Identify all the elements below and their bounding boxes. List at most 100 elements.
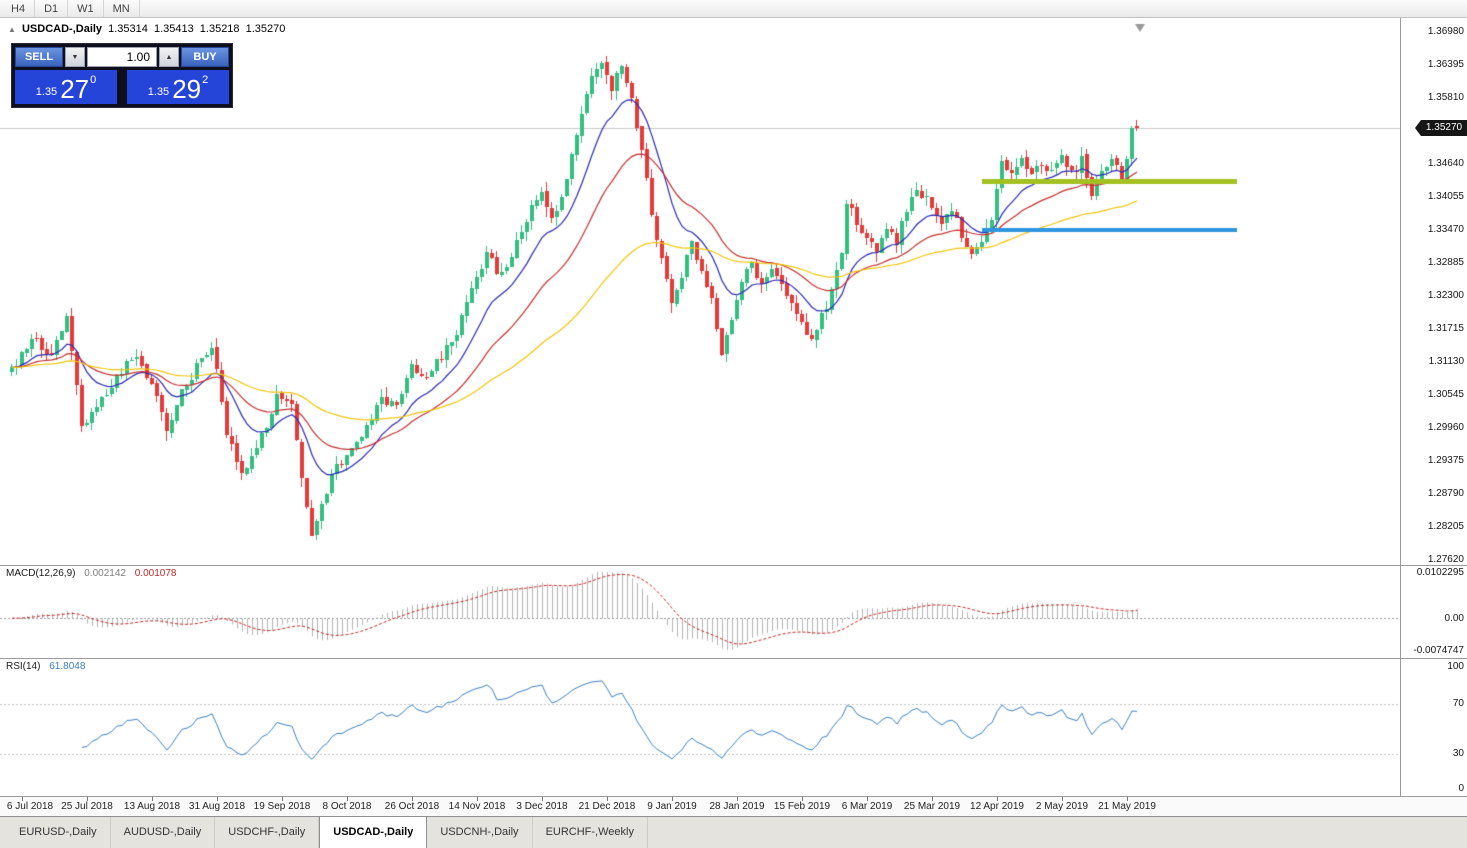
chart-tab-eurchf-weekly[interactable]: EURCHF-,Weekly xyxy=(533,817,648,848)
date-tick xyxy=(152,797,153,801)
chart-tab-audusd-daily[interactable]: AUDUSD-,Daily xyxy=(111,817,216,848)
volume-decrease-button[interactable]: ▼ xyxy=(65,47,85,67)
price-axis-label: 1.31130 xyxy=(1428,356,1464,367)
main-chart-plot: ▲ USDCAD-,Daily 1.35314 1.35413 1.35218 … xyxy=(0,18,1400,565)
date-tick xyxy=(1127,797,1128,801)
rsi-label: RSI(14) xyxy=(6,661,41,672)
date-tick xyxy=(282,797,283,801)
price-axis-label: 1.29375 xyxy=(1427,455,1464,466)
macd-main-value: 0.002142 xyxy=(84,568,126,579)
price-chart-canvas[interactable] xyxy=(0,18,1400,565)
date-label: 28 Jan 2019 xyxy=(709,801,765,812)
rsi-canvas[interactable] xyxy=(0,659,1400,796)
price-axis-label: 1.36980 xyxy=(1427,26,1464,37)
timeframe-button-d1[interactable]: D1 xyxy=(35,0,69,17)
rsi-axis[interactable]: 100 70 30 0 xyxy=(1400,659,1467,796)
price-axis-label: 1.31715 xyxy=(1427,323,1464,334)
rsi-title: RSI(14) 61.8048 xyxy=(6,661,85,672)
rsi-indicator-panel: RSI(14) 61.8048 100 70 30 0 xyxy=(0,659,1467,797)
trade-panel-quotes: 1.35 27 0 1.35 29 2 xyxy=(15,70,229,104)
timeframe-button-h4[interactable]: H4 xyxy=(2,0,36,17)
price-axis-label: 1.29960 xyxy=(1427,422,1464,433)
price-axis-label: 1.33470 xyxy=(1427,224,1464,235)
one-click-trading-panel: SELL ▼ ▲ BUY 1.35 27 0 1.35 29 2 xyxy=(12,44,232,107)
sell-button[interactable]: SELL xyxy=(15,47,63,67)
buy-price-display[interactable]: 1.35 29 2 xyxy=(127,70,229,104)
date-tick xyxy=(412,797,413,801)
buy-price-big: 29 xyxy=(172,74,202,105)
rsi-value: 61.8048 xyxy=(49,661,86,672)
main-chart-panel: ▲ USDCAD-,Daily 1.35314 1.35413 1.35218 … xyxy=(0,18,1467,566)
date-label: 9 Jan 2019 xyxy=(647,801,697,812)
ohlc-close-value: 1.35270 xyxy=(245,23,286,35)
date-label: 19 Sep 2018 xyxy=(253,801,311,812)
macd-label: MACD(12,26,9) xyxy=(6,568,76,579)
macd-plot: MACD(12,26,9) 0.002142 0.001078 xyxy=(0,566,1400,658)
price-axis-label: 1.34055 xyxy=(1427,191,1464,202)
macd-title: MACD(12,26,9) 0.002142 0.001078 xyxy=(6,568,176,579)
price-axis-label: 1.30545 xyxy=(1427,389,1464,400)
sell-price-sup: 0 xyxy=(90,74,97,86)
price-axis-label: 1.32885 xyxy=(1427,257,1464,268)
date-tick xyxy=(347,797,348,801)
date-label: 25 Mar 2019 xyxy=(903,801,961,812)
buy-button[interactable]: BUY xyxy=(181,47,229,67)
chart-tab-usdcnh-daily[interactable]: USDCNH-,Daily xyxy=(427,817,533,848)
macd-canvas[interactable] xyxy=(0,566,1400,658)
date-tick xyxy=(932,797,933,801)
date-tick xyxy=(87,797,88,801)
ohlc-open-value: 1.35314 xyxy=(108,23,148,35)
timeframe-button-w1[interactable]: W1 xyxy=(68,0,104,17)
time-axis-labels: 6 Jul 2018 25 Jul 2018 13 Aug 2018 31 Aug 2… xyxy=(0,797,1400,816)
date-label: 8 Oct 2018 xyxy=(322,801,372,812)
macd-axis-label: 0.00 xyxy=(1444,613,1464,624)
rsi-axis-label: 30 xyxy=(1452,748,1464,759)
volume-input[interactable] xyxy=(87,47,157,67)
sell-price-display[interactable]: 1.35 27 0 xyxy=(15,70,117,104)
date-label: 31 Aug 2018 xyxy=(188,801,246,812)
current-price-value: 1.35270 xyxy=(1425,122,1463,133)
ohlc-high-value: 1.35413 xyxy=(153,23,194,35)
price-axis-label: 1.35810 xyxy=(1427,92,1464,103)
price-axis-label: 1.28790 xyxy=(1427,488,1464,499)
macd-axis-label: 0.0102295 xyxy=(1416,567,1464,578)
rsi-axis-label: 70 xyxy=(1452,698,1464,709)
date-label: 14 Nov 2018 xyxy=(448,801,506,812)
price-axis-label: 1.28205 xyxy=(1427,521,1464,532)
date-tick xyxy=(802,797,803,801)
date-label: 25 Jul 2018 xyxy=(61,801,113,812)
chart-title: ▲ USDCAD-,Daily 1.35314 1.35413 1.35218 … xyxy=(8,23,288,35)
date-label: 6 Mar 2019 xyxy=(841,801,893,812)
date-tick xyxy=(477,797,478,801)
date-tick xyxy=(737,797,738,801)
chart-tab-eurusd-daily[interactable]: EURUSD-,Daily xyxy=(6,817,111,848)
date-label: 26 Oct 2018 xyxy=(384,801,440,812)
timeframe-button-mn[interactable]: MN xyxy=(104,0,140,17)
date-label: 12 Apr 2019 xyxy=(970,801,1024,812)
trade-panel-controls: SELL ▼ ▲ BUY xyxy=(15,47,229,67)
chart-tab-usdchf-daily[interactable]: USDCHF-,Daily xyxy=(215,817,320,848)
chart-symbol-label: USDCAD-,Daily xyxy=(21,23,103,35)
price-axis[interactable]: 1.369801.363951.358101.352251.346401.340… xyxy=(1400,18,1467,565)
macd-axis[interactable]: 0.0102295 0.00 -0.0074747 xyxy=(1400,566,1467,658)
volume-increase-button[interactable]: ▲ xyxy=(159,47,179,67)
title-direction-icon: ▲ xyxy=(8,25,16,34)
macd-signal-value: 0.001078 xyxy=(134,568,177,579)
chart-tab-usdcad-daily[interactable]: USDCAD-,Daily xyxy=(319,817,428,848)
time-axis-corner xyxy=(1400,797,1467,816)
rsi-axis-label: 100 xyxy=(1447,661,1464,672)
date-tick xyxy=(997,797,998,801)
time-axis[interactable]: 6 Jul 2018 25 Jul 2018 13 Aug 2018 31 Aug 2… xyxy=(0,797,1467,816)
buy-price-small: 1.35 xyxy=(147,86,170,98)
sell-price-small: 1.35 xyxy=(35,86,58,98)
chart-tab-bar: EURUSD-,Daily AUDUSD-,Daily USDCHF-,Daily U… xyxy=(0,816,1467,848)
sell-price-big: 27 xyxy=(60,74,90,105)
date-tick xyxy=(22,797,23,801)
date-label: 13 Aug 2018 xyxy=(123,801,181,812)
date-tick xyxy=(607,797,608,801)
date-label: 21 Dec 2018 xyxy=(578,801,636,812)
date-tick xyxy=(867,797,868,801)
date-tick xyxy=(217,797,218,801)
date-tick xyxy=(542,797,543,801)
